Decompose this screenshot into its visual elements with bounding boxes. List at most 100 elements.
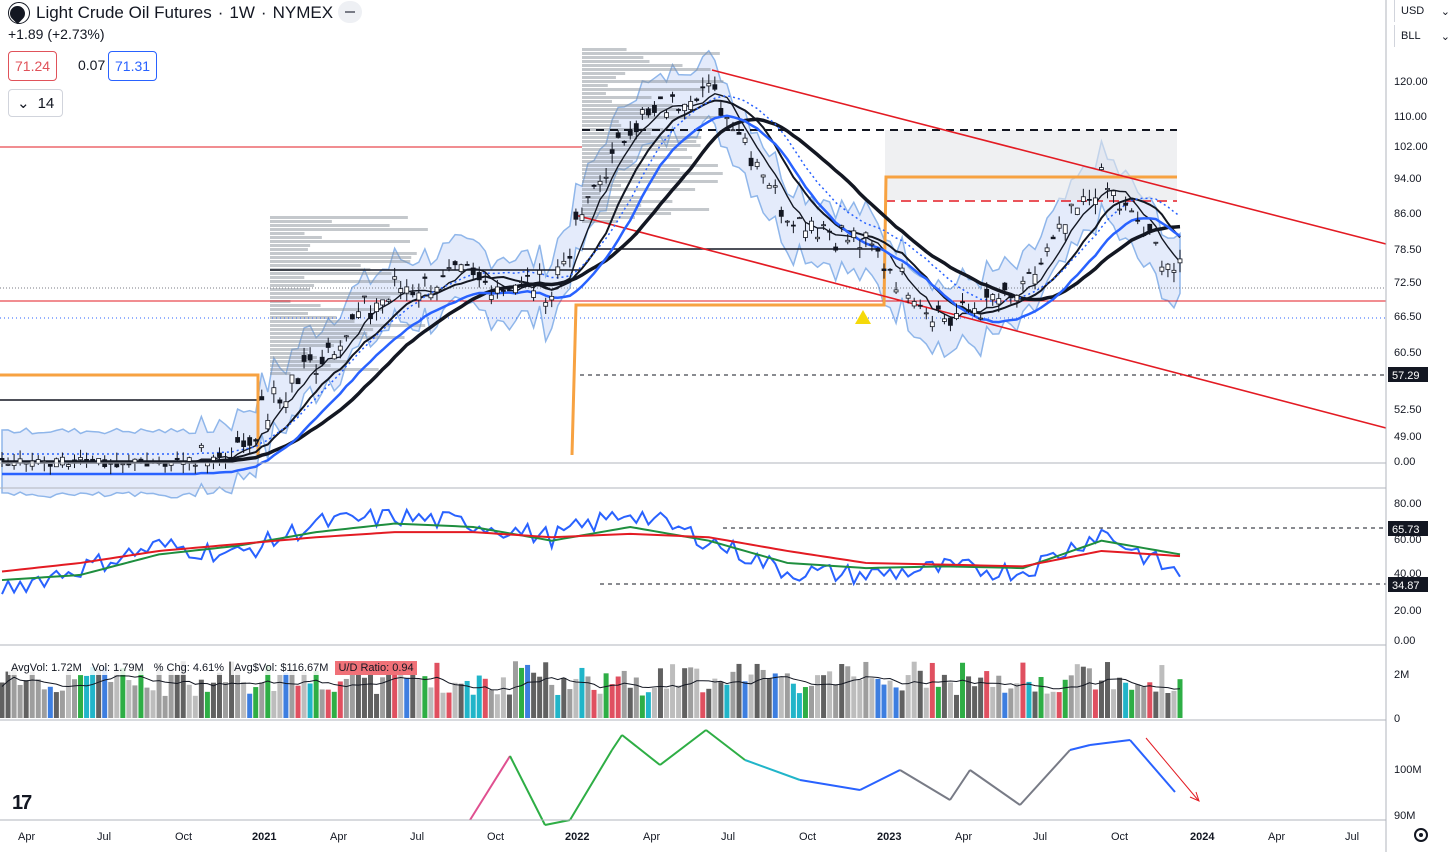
volume-bar bbox=[1086, 668, 1092, 718]
currency-selector[interactable]: USD ⌄ bbox=[1394, 0, 1456, 22]
flow-tick-label: 90M bbox=[1394, 810, 1415, 822]
candle-body bbox=[1068, 203, 1074, 207]
volume-bar bbox=[1020, 662, 1026, 718]
volume-bar bbox=[434, 662, 440, 718]
volume-bar bbox=[65, 667, 71, 718]
volume-bar bbox=[96, 669, 102, 718]
volume-profile-bar bbox=[270, 276, 305, 279]
volume-bar bbox=[802, 687, 808, 718]
volume-profile-bar bbox=[270, 260, 411, 263]
volume-bar bbox=[174, 674, 180, 718]
candle-body bbox=[162, 463, 168, 467]
candle-body bbox=[803, 230, 808, 238]
volume-bar bbox=[150, 690, 156, 718]
volume-bar bbox=[331, 691, 337, 718]
volume-bar bbox=[953, 694, 959, 718]
volume-profile-bar bbox=[582, 208, 710, 211]
candle-body bbox=[11, 461, 17, 466]
candle-body bbox=[694, 98, 700, 101]
candle-body bbox=[730, 129, 736, 132]
blue-dotted-average bbox=[2, 95, 1181, 455]
volume-bar bbox=[313, 670, 319, 718]
price-tick-label: 120.00 bbox=[1394, 76, 1428, 88]
candle-body bbox=[893, 289, 899, 293]
volume-bar bbox=[579, 667, 585, 718]
volume-bar bbox=[446, 692, 452, 718]
candle-body bbox=[29, 460, 35, 467]
candle-body bbox=[1032, 273, 1038, 285]
indicator-length-value: 14 bbox=[37, 94, 55, 112]
volume-bar bbox=[494, 694, 500, 718]
rsi-level-bg bbox=[1388, 521, 1428, 536]
chevron-down-icon: ⌄ bbox=[1440, 30, 1450, 43]
volume-bar bbox=[603, 673, 609, 718]
volume-bar bbox=[1141, 686, 1147, 718]
candle-body bbox=[990, 294, 996, 301]
unit-selector[interactable]: BLL ⌄ bbox=[1394, 25, 1456, 47]
volume-profile-bar bbox=[270, 236, 322, 239]
collapse-legend-button[interactable] bbox=[338, 1, 362, 23]
price-tick-label: 52.50 bbox=[1394, 404, 1422, 416]
candle-body bbox=[192, 464, 198, 467]
volume-profile-bar bbox=[582, 84, 608, 87]
candle-body bbox=[1020, 280, 1026, 285]
volume-bar bbox=[186, 684, 192, 718]
volume-bar bbox=[90, 667, 96, 718]
volume-bar bbox=[337, 681, 343, 718]
volume-profile-bar bbox=[582, 48, 627, 51]
candle-body bbox=[198, 444, 204, 449]
settings-icon[interactable] bbox=[1414, 828, 1428, 842]
time-tick-label: Jul bbox=[97, 831, 111, 843]
candle-body bbox=[555, 266, 561, 276]
candle-body bbox=[839, 225, 845, 228]
candle-body bbox=[851, 230, 857, 239]
sell-price-button[interactable]: 71.24 bbox=[8, 51, 58, 81]
volume-profile-bar bbox=[582, 76, 616, 79]
volume-bar bbox=[1056, 692, 1062, 718]
volume-bar bbox=[428, 687, 434, 718]
candle-body bbox=[96, 458, 102, 464]
indicator-length-selector[interactable]: ⌄ 14 bbox=[8, 89, 64, 117]
flow-line-segment bbox=[469, 755, 511, 821]
volume-bar bbox=[845, 666, 851, 718]
price-tick-label: 86.00 bbox=[1394, 208, 1422, 220]
volume-profile-bar bbox=[582, 168, 680, 171]
candle-body bbox=[501, 289, 506, 292]
volume-profile-bar bbox=[582, 72, 626, 75]
volume-bar bbox=[325, 689, 331, 718]
time-tick-label: Jul bbox=[1345, 831, 1359, 843]
volume-bar bbox=[1135, 684, 1141, 718]
volume-bar bbox=[657, 668, 663, 718]
volume-bar bbox=[790, 683, 796, 718]
volume-bar bbox=[778, 676, 784, 718]
time-tick-label: 2021 bbox=[252, 831, 276, 843]
candle-body bbox=[845, 239, 851, 243]
channel-lower-line bbox=[574, 214, 1387, 429]
candle-body bbox=[960, 301, 965, 304]
candle-body bbox=[464, 263, 470, 266]
buy-price-button[interactable]: 71.31 bbox=[108, 51, 158, 81]
volume-bar bbox=[543, 662, 549, 718]
candle-body bbox=[319, 356, 325, 365]
candle-body bbox=[1159, 266, 1165, 272]
volume-bar bbox=[567, 689, 573, 718]
volume-profile-bar bbox=[582, 116, 717, 119]
candle-body bbox=[1147, 223, 1153, 231]
symbol-title[interactable]: Light Crude Oil Futures · 1W · NYMEX bbox=[6, 2, 333, 24]
volume-bar bbox=[1092, 689, 1098, 718]
candle-body bbox=[543, 302, 549, 307]
tradingview-logo[interactable]: 17 bbox=[12, 792, 32, 814]
volume-bar bbox=[627, 687, 633, 718]
volume-profile-bar bbox=[270, 256, 412, 259]
time-tick-label: Apr bbox=[18, 831, 35, 843]
candle-body bbox=[881, 268, 887, 272]
flow-line-segment bbox=[1089, 739, 1131, 746]
avg-dollar-vol-stat: Avg$Vol: $116.67M bbox=[231, 661, 332, 675]
volume-profile-bar bbox=[270, 240, 410, 243]
candle-body bbox=[410, 291, 416, 296]
volume-profile-bar bbox=[582, 96, 652, 99]
volume-profile-bar bbox=[270, 328, 374, 331]
interval[interactable]: 1W bbox=[229, 3, 255, 22]
volume-profile-bar bbox=[582, 60, 650, 63]
